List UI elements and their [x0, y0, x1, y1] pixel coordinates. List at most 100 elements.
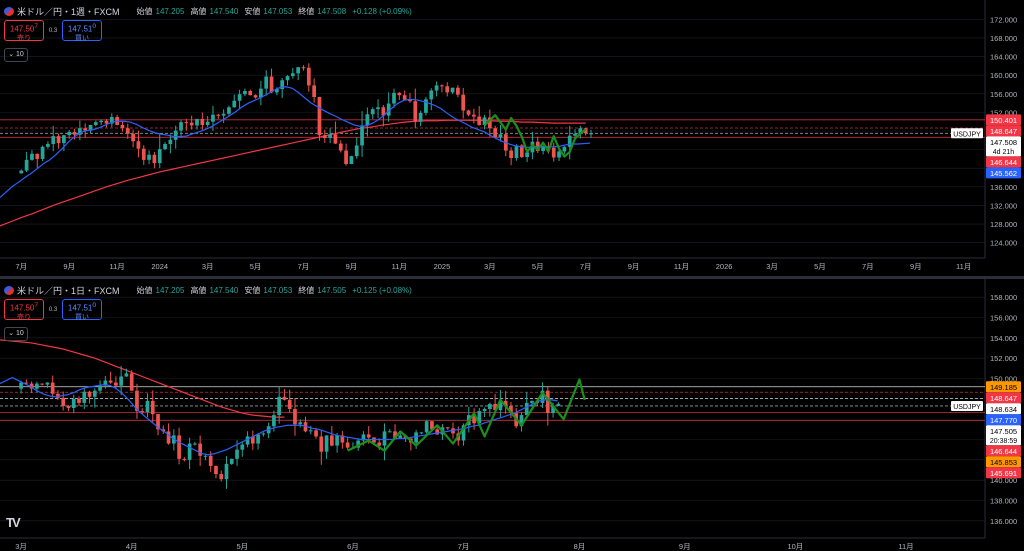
daily-candle-body [519, 415, 524, 427]
daily-candle [387, 429, 392, 433]
daily-candle [103, 375, 108, 389]
daily-symbol[interactable]: 米ドル／円・1日・FXCM [17, 286, 120, 296]
weekly-candle-body [397, 92, 402, 96]
weekly-candle-body [440, 85, 444, 87]
weekly-candle [115, 114, 119, 126]
weekly-candle-body [152, 154, 157, 164]
weekly-x-tick-label: 11月 [674, 262, 689, 271]
daily-candle-body [509, 405, 513, 414]
weekly-indicators-toggle[interactable]: ⌄ 10 [4, 48, 28, 62]
daily-candle [166, 423, 171, 445]
weekly-long-ma-line [0, 119, 586, 227]
weekly-candle-body [290, 73, 295, 77]
weekly-x-tick-label: 9月 [346, 262, 358, 271]
daily-candle-body [424, 421, 429, 433]
weekly-candle-body [541, 145, 545, 152]
weekly-candle [487, 109, 492, 137]
weekly-candle [19, 169, 24, 174]
daily-candle [509, 401, 513, 418]
weekly-candle-body [264, 76, 269, 89]
daily-candle-body [229, 458, 234, 464]
daily-candle-body [482, 409, 487, 412]
weekly-candle [429, 88, 434, 111]
daily-candle [335, 432, 339, 453]
weekly-x-tick-label: 7月 [298, 262, 310, 271]
weekly-candle-body [275, 89, 279, 93]
weekly-y-tick-label: 152.000 [990, 108, 1017, 117]
weekly-candle [333, 121, 338, 145]
weekly-candle-body [456, 87, 460, 95]
weekly-candle [280, 77, 285, 98]
daily-candle [503, 391, 508, 414]
weekly-candle [562, 146, 567, 155]
daily-candle [187, 437, 192, 470]
weekly-candle-body [386, 103, 391, 116]
weekly-price-label: 145.562 [990, 169, 1017, 178]
weekly-x-tick-label: 9月 [628, 262, 640, 271]
weekly-buy-button[interactable]: 147.510 買い [62, 20, 102, 42]
daily-chart-canvas[interactable]: 136.000138.000140.000142.000144.000146.0… [0, 279, 1024, 551]
daily-candle [129, 370, 134, 391]
daily-candle-body [477, 411, 482, 424]
weekly-x-tick-label: 5月 [814, 262, 826, 271]
daily-candle [293, 398, 297, 436]
daily-candle [277, 386, 282, 424]
weekly-chart-pane[interactable]: 124.000128.000132.000136.000140.000144.0… [0, 0, 1024, 276]
weekly-candle-body [221, 113, 226, 116]
weekly-candle [248, 89, 253, 96]
daily-candle [150, 390, 155, 422]
weekly-candle [253, 94, 258, 99]
weekly-candle-body [509, 150, 513, 158]
daily-price-label: 148.647 [990, 394, 1017, 403]
daily-countdown-label: 20:38:59 [990, 438, 1017, 445]
daily-chart-pane[interactable]: 136.000138.000140.000142.000144.000146.0… [0, 279, 1024, 551]
daily-candle-body [340, 435, 345, 443]
daily-candle-body [461, 425, 466, 441]
weekly-symbol[interactable]: 米ドル／円・1週・FXCM [17, 7, 120, 17]
weekly-y-tick-label: 156.000 [990, 90, 1017, 99]
daily-price-label: 145.853 [990, 458, 1017, 467]
daily-candle [530, 400, 534, 407]
weekly-sell-button[interactable]: 147.507 売り [4, 20, 44, 42]
daily-candle [250, 430, 255, 450]
daily-long-ma-line [0, 339, 285, 418]
weekly-candle [551, 142, 556, 162]
daily-candle-body [393, 431, 397, 439]
daily-sell-button[interactable]: 147.507 売り [4, 299, 44, 321]
daily-price-label: 147.770 [990, 416, 1017, 425]
daily-indicators-toggle[interactable]: ⌄ 10 [4, 327, 28, 341]
weekly-candle [227, 105, 231, 116]
daily-candle-body [98, 385, 102, 391]
daily-x-tick-label: 3月 [15, 542, 27, 551]
weekly-candle [482, 114, 487, 130]
daily-candle-body [198, 443, 203, 456]
weekly-candle [322, 129, 327, 143]
weekly-x-tick-label: 5月 [532, 262, 544, 271]
weekly-candle-body [248, 90, 253, 96]
daily-price-label: 145.691 [990, 469, 1017, 478]
daily-candle-body [187, 443, 192, 460]
daily-price-label-bg [986, 403, 1021, 415]
weekly-y-tick-label: 172.000 [990, 15, 1017, 24]
weekly-close: 147.508 [317, 7, 347, 16]
weekly-candle-body [525, 152, 529, 158]
daily-candle-body [540, 390, 545, 403]
weekly-candle-body [562, 146, 567, 152]
weekly-x-tick-label: 9月 [63, 262, 75, 271]
weekly-legend: 米ドル／円・1週・FXCM 始値 147.205 高値 147.540 安値 147.… [4, 5, 415, 18]
weekly-price-label-bg [986, 114, 1021, 126]
weekly-x-tick-label: 3月 [766, 262, 778, 271]
weekly-candle-body [131, 133, 135, 142]
pane-divider[interactable] [0, 276, 1024, 279]
weekly-candle-body [56, 136, 61, 144]
tradingview-logo[interactable]: TV [6, 515, 21, 530]
daily-candle-body [61, 397, 66, 406]
daily-buy-button[interactable]: 147.510 買い [62, 299, 102, 321]
daily-candle-body [498, 400, 503, 411]
daily-candle [398, 433, 403, 439]
weekly-high: 147.540 [209, 7, 239, 16]
daily-y-tick-label: 156.000 [990, 314, 1017, 323]
weekly-candle-body [317, 97, 322, 136]
daily-candle [19, 380, 23, 394]
weekly-chart-canvas[interactable]: 124.000128.000132.000136.000140.000144.0… [0, 0, 1024, 276]
